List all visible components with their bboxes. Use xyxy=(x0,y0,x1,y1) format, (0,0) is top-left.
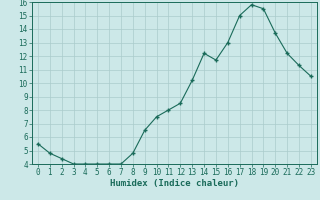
X-axis label: Humidex (Indice chaleur): Humidex (Indice chaleur) xyxy=(110,179,239,188)
